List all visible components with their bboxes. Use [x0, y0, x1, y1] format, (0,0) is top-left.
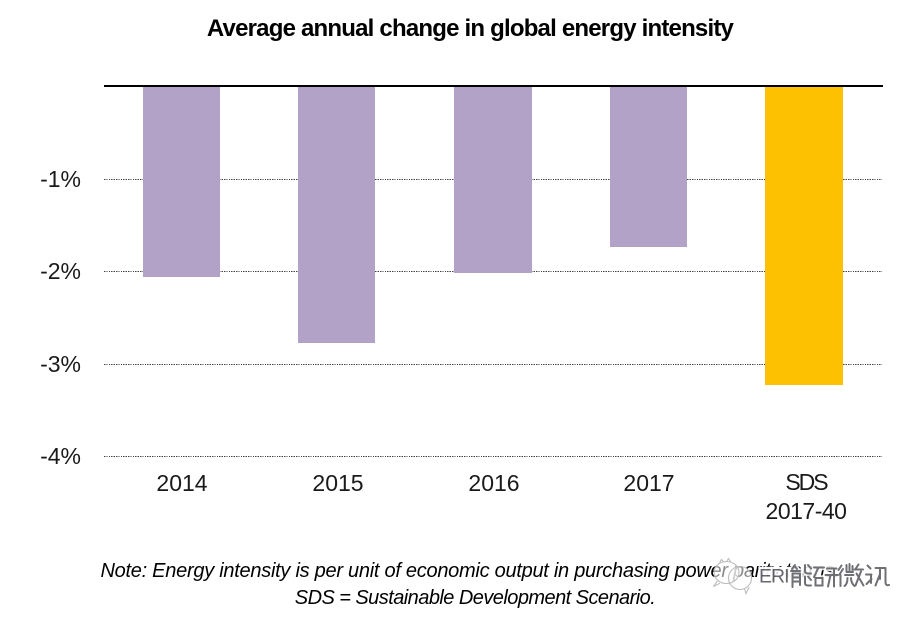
svg-text:ERI: ERI: [759, 566, 789, 588]
